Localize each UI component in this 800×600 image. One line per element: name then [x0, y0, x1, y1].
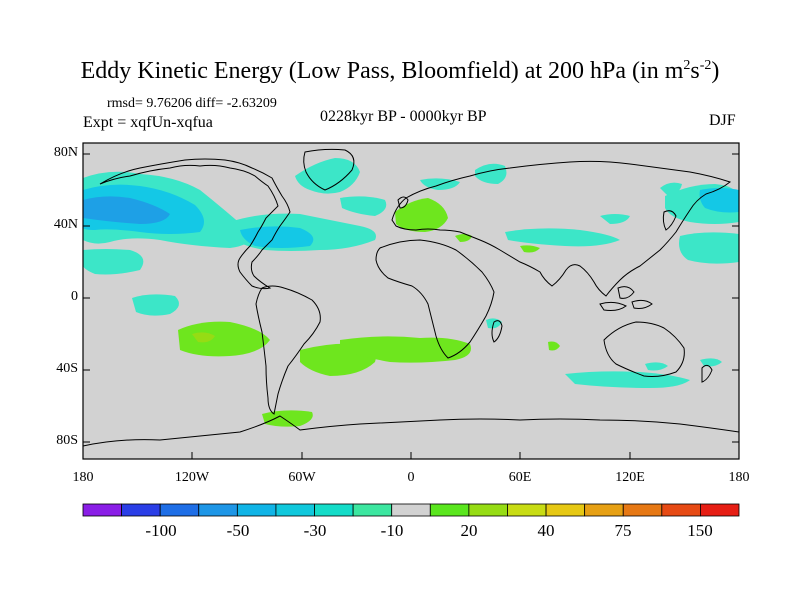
colorbar-box: [507, 503, 547, 517]
coastline-japan: [662, 210, 677, 231]
anomaly-region: [192, 332, 215, 343]
anomaly-region: [600, 214, 630, 224]
coastlines: [82, 148, 740, 447]
colorbar-box: [275, 503, 315, 517]
anomaly-region: [699, 188, 739, 213]
colorbar-label: -10: [380, 521, 404, 540]
lon-label: 0: [407, 470, 415, 485]
colorbar-label: -30: [303, 521, 327, 540]
coastline-indonesia: [631, 299, 653, 309]
plot-title: Eddy Kinetic Energy (Low Pass, Bloomfiel…: [80, 58, 720, 84]
colorbar-box: [391, 503, 431, 517]
coastline-south-america: [255, 285, 321, 415]
lat-ticks: [83, 153, 739, 443]
colorbar-box: [236, 503, 277, 517]
colorbar-box: [468, 503, 508, 517]
anomaly-region: [295, 158, 360, 194]
coastline-borneo: [617, 286, 635, 299]
anomaly-shading: [83, 158, 739, 427]
lat-label: 80S: [56, 433, 78, 448]
colorbar-box: [352, 503, 393, 517]
lat-label: 40S: [56, 361, 78, 376]
season-label: DJF: [709, 112, 736, 129]
lon-label: 120E: [615, 470, 645, 485]
colorbar-label: 20: [460, 521, 478, 540]
anomaly-region: [700, 358, 722, 367]
experiment-label: Expt = xqfUn-xqfua: [83, 114, 213, 131]
lon-label: 60W: [288, 470, 316, 485]
colorbar-box: [159, 503, 200, 517]
colorbar-label: -100: [145, 521, 177, 540]
coastline-australia: [603, 321, 685, 377]
anomaly-region: [520, 245, 540, 253]
lon-label: 120W: [174, 470, 210, 485]
anomaly-region: [565, 371, 690, 388]
period-label: 0228kyr BP - 0000kyr BP: [320, 108, 487, 125]
coastline-madagascar: [491, 320, 503, 343]
lon-ticks: [82, 452, 740, 459]
lat-label: 0: [71, 289, 78, 304]
anomaly-region: [505, 228, 620, 247]
colorbar: [82, 503, 740, 517]
coastline-british-isles: [397, 196, 409, 209]
lon-label: 60E: [508, 470, 532, 485]
coastline-new-zealand: [701, 364, 713, 383]
colorbar-box: [121, 503, 161, 517]
colorbar-box: [198, 503, 238, 517]
anomaly-region: [475, 163, 507, 184]
anomaly-region: [548, 341, 560, 351]
coastline-greenland: [303, 148, 355, 191]
anomaly-region: [679, 232, 739, 264]
colorbar-box: [661, 503, 701, 517]
anomaly-region: [645, 362, 668, 371]
coastline-indonesia: [599, 301, 627, 311]
colorbar-label: 40: [537, 521, 555, 540]
anomaly-region: [132, 294, 179, 316]
anomaly-region: [262, 410, 313, 427]
stats-text: rmsd= 9.76206 diff= -2.63209: [107, 96, 277, 111]
lon-label: 180: [72, 470, 94, 485]
colorbar-box: [545, 503, 586, 517]
coastline-africa: [375, 239, 495, 359]
lat-label: 40N: [53, 217, 78, 232]
colorbar-box: [429, 503, 470, 517]
anomaly-region: [83, 196, 170, 224]
colorbar-box: [314, 503, 354, 517]
coastline-eurasia: [391, 160, 732, 297]
lat-label: 80N: [53, 145, 78, 160]
anomaly-region: [340, 196, 387, 216]
colorbar-label: 75: [614, 521, 632, 540]
colorbar-box: [82, 503, 122, 517]
colorbar-label: -50: [226, 521, 250, 540]
lon-label: 180: [728, 470, 750, 485]
colorbar-label: 150: [687, 521, 713, 540]
coastline-antarctica: [82, 415, 740, 447]
anomaly-region: [455, 234, 472, 242]
anomaly-region: [395, 198, 448, 232]
anomaly-region: [83, 249, 144, 275]
anomaly-region: [178, 321, 270, 357]
colorbar-box: [584, 503, 624, 517]
anomaly-region: [660, 182, 682, 196]
colorbar-box: [622, 503, 663, 517]
colorbar-box: [700, 503, 740, 517]
